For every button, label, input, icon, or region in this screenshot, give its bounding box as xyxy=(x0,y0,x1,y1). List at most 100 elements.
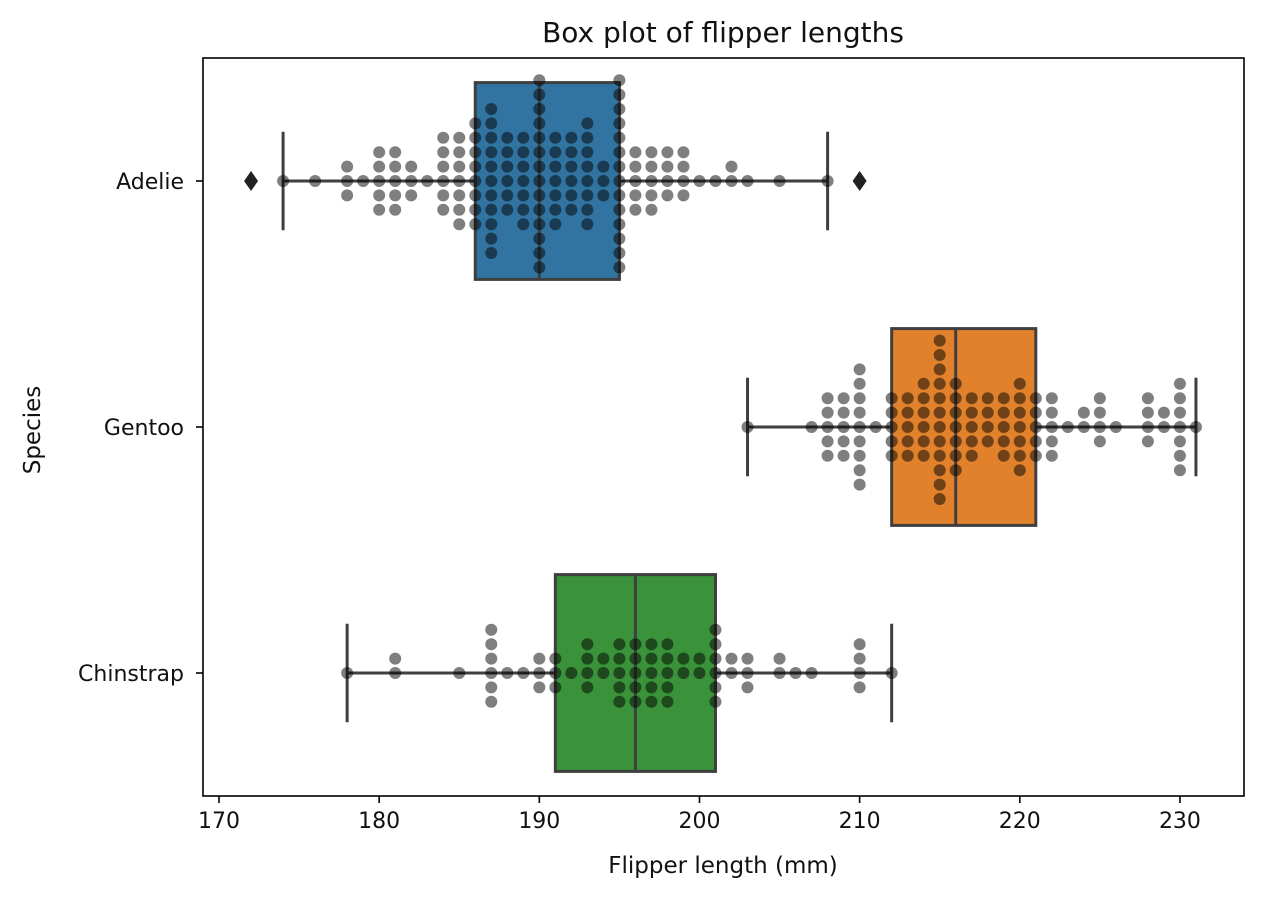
data-point xyxy=(613,652,626,665)
data-point xyxy=(885,406,898,419)
data-point xyxy=(773,667,786,679)
data-point xyxy=(1013,392,1026,405)
data-point xyxy=(597,189,610,202)
data-point xyxy=(485,681,498,694)
data-point xyxy=(1093,435,1106,448)
data-point xyxy=(1077,421,1090,433)
data-point xyxy=(933,435,946,448)
data-point xyxy=(933,478,946,491)
series-adelie xyxy=(244,74,867,281)
data-point xyxy=(661,160,674,173)
data-point xyxy=(933,493,946,505)
data-point xyxy=(485,638,498,651)
data-point xyxy=(773,175,786,187)
data-point xyxy=(581,189,594,202)
x-tick-label: 220 xyxy=(999,809,1041,834)
data-point xyxy=(1029,449,1042,462)
data-point xyxy=(613,203,626,216)
data-point xyxy=(341,175,354,187)
data-point xyxy=(805,667,818,679)
data-point xyxy=(373,203,386,216)
data-point xyxy=(981,435,994,448)
data-point xyxy=(1109,421,1122,433)
data-point xyxy=(581,175,594,187)
data-point xyxy=(661,189,674,202)
data-point xyxy=(997,392,1010,405)
data-point xyxy=(853,435,866,448)
data-point xyxy=(485,218,498,231)
data-point xyxy=(453,131,466,144)
data-point xyxy=(597,667,610,679)
y-axis: Adelie Gentoo Chinstrap xyxy=(78,170,203,687)
data-point xyxy=(741,681,754,694)
data-point xyxy=(613,681,626,694)
data-point xyxy=(469,203,482,216)
data-point xyxy=(645,160,658,173)
data-point xyxy=(565,146,578,159)
data-point xyxy=(501,175,514,187)
data-point xyxy=(613,103,626,115)
data-point xyxy=(629,160,642,173)
data-point xyxy=(661,638,674,651)
data-point xyxy=(1173,464,1186,477)
data-point xyxy=(501,160,514,173)
data-point xyxy=(773,652,786,665)
data-point xyxy=(901,421,914,433)
data-point xyxy=(1157,421,1170,433)
data-point xyxy=(1189,421,1202,433)
data-point xyxy=(981,421,994,433)
x-tick-label: 200 xyxy=(678,809,720,834)
data-point xyxy=(517,160,530,173)
data-point xyxy=(917,406,930,419)
data-point xyxy=(629,695,642,708)
data-point xyxy=(645,203,658,216)
data-point xyxy=(533,261,546,274)
data-point xyxy=(885,449,898,462)
data-point xyxy=(677,175,690,187)
data-point xyxy=(373,175,386,187)
data-point xyxy=(613,160,626,173)
data-point xyxy=(981,406,994,419)
data-point xyxy=(869,421,882,433)
data-point xyxy=(389,203,402,216)
data-point xyxy=(389,175,402,187)
data-point xyxy=(933,464,946,477)
data-point xyxy=(645,638,658,651)
data-point xyxy=(805,421,818,433)
data-point xyxy=(997,421,1010,433)
data-point xyxy=(997,449,1010,462)
data-point xyxy=(965,406,978,419)
data-point xyxy=(501,146,514,159)
data-point xyxy=(613,131,626,144)
data-point xyxy=(597,175,610,187)
data-point xyxy=(709,623,722,636)
data-point xyxy=(645,189,658,202)
data-point xyxy=(917,421,930,433)
data-point xyxy=(485,160,498,173)
data-point xyxy=(949,392,962,405)
data-point xyxy=(517,218,530,231)
data-point xyxy=(629,652,642,665)
data-point xyxy=(533,681,546,694)
data-point xyxy=(789,667,802,679)
data-point xyxy=(533,146,546,159)
data-point xyxy=(453,203,466,216)
data-point xyxy=(485,103,498,115)
y-axis-label: Species xyxy=(20,386,46,475)
y-tick-label: Chinstrap xyxy=(78,662,184,687)
data-point xyxy=(453,667,466,679)
data-point xyxy=(469,175,482,187)
data-point xyxy=(629,175,642,187)
data-point xyxy=(837,406,850,419)
data-point xyxy=(997,406,1010,419)
data-point xyxy=(469,131,482,144)
data-point xyxy=(821,449,834,462)
data-point xyxy=(613,146,626,159)
data-point xyxy=(661,695,674,708)
data-point xyxy=(933,363,946,376)
data-point xyxy=(725,160,738,173)
data-point xyxy=(853,449,866,462)
data-point xyxy=(565,160,578,173)
data-point xyxy=(469,189,482,202)
data-point xyxy=(853,681,866,694)
